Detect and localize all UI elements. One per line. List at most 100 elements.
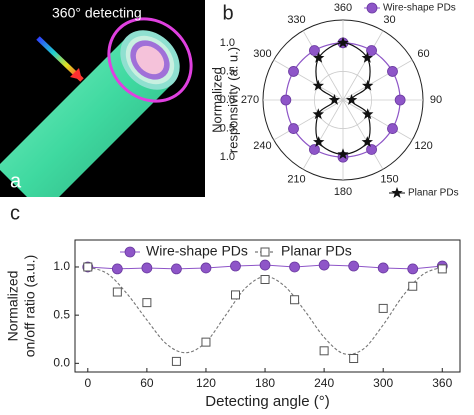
point <box>280 94 292 106</box>
point <box>200 262 212 274</box>
panel-b: 360 30 60 90 120 150 180 210 240 270 300 330 0.0 0.5 0… <box>209 2 458 199</box>
point <box>366 144 377 155</box>
point <box>348 260 360 272</box>
point <box>378 303 388 313</box>
grid-ring <box>314 71 372 129</box>
x-axis-label: Detecting angle (°) <box>205 393 329 410</box>
panel-label: c <box>10 202 20 224</box>
x-tick-label: 300 <box>373 376 393 390</box>
y-axis-label: Normalized <box>5 271 21 342</box>
legend-label: Wire-shape PDs <box>383 3 456 14</box>
point <box>260 247 270 257</box>
point <box>312 79 324 91</box>
angle-tick-label: 240 <box>253 140 271 152</box>
angle-tick-label: 210 <box>287 174 305 186</box>
r-tick-label: 0.5 <box>220 65 235 77</box>
point <box>394 94 406 106</box>
y-axis-label: on/off ratio (a.u.) <box>22 255 38 357</box>
point <box>259 259 271 271</box>
arrow-head <box>70 68 82 80</box>
point <box>387 123 398 134</box>
point <box>437 264 447 274</box>
x-tick-label: 180 <box>255 376 275 390</box>
point <box>387 66 398 77</box>
point <box>349 354 359 364</box>
r-tick-label: 1.0 <box>220 151 235 163</box>
grid-line <box>273 99 344 141</box>
x-tick-label: 120 <box>196 376 216 390</box>
angle-tick-label: 120 <box>414 140 432 152</box>
point <box>260 275 270 285</box>
fiber-body <box>0 37 173 197</box>
panel-a: 360° detecting a <box>0 0 205 197</box>
angle-tick-label: 150 <box>380 174 398 186</box>
angle-tick-label: 30 <box>383 14 395 26</box>
point <box>171 356 181 366</box>
point <box>337 148 349 160</box>
x-tick-label: 240 <box>314 376 334 390</box>
point <box>377 262 389 274</box>
point <box>289 261 300 273</box>
fiber-core <box>135 45 165 75</box>
grid-line <box>342 99 384 170</box>
point <box>361 51 373 63</box>
point <box>313 51 325 63</box>
r-tick-label: 0.5 <box>220 122 235 134</box>
panel-label: a <box>10 170 22 192</box>
rotation-ring <box>107 17 193 103</box>
point <box>124 246 136 258</box>
grid-line <box>342 30 384 101</box>
annotation: 360° detecting <box>52 5 142 21</box>
grid-line <box>273 59 344 101</box>
y-tick-label: 0.0 <box>53 356 70 370</box>
point <box>230 290 240 300</box>
x-tick-label: 0 <box>84 376 91 390</box>
point <box>142 298 152 308</box>
grid-line <box>302 99 344 170</box>
point <box>328 94 341 105</box>
point <box>408 281 418 291</box>
grid-line <box>342 59 413 101</box>
point <box>309 45 320 56</box>
point <box>319 346 329 356</box>
point <box>407 263 419 275</box>
angle-tick-label: 330 <box>287 14 305 26</box>
angle-tick-label: 180 <box>334 186 352 198</box>
point <box>366 2 378 14</box>
point <box>361 136 373 147</box>
point <box>201 337 211 347</box>
point <box>362 79 374 91</box>
angle-tick-label: 90 <box>430 94 442 106</box>
grid-line <box>342 99 413 141</box>
point <box>290 295 300 305</box>
legend-label: Planar PDs <box>408 188 459 199</box>
point <box>288 66 299 77</box>
angle-tick-label: 360 <box>334 2 352 14</box>
point <box>362 108 374 120</box>
point <box>313 136 325 147</box>
point <box>345 94 358 105</box>
point <box>391 187 403 198</box>
point <box>312 108 324 120</box>
point <box>337 36 349 48</box>
panel-c: 0 60 120 180 240 300 360 0.0 0.5 1.0 Detecting ang… <box>5 202 461 410</box>
point <box>111 263 123 275</box>
angle-tick-label: 60 <box>417 48 429 60</box>
grid-line <box>302 30 344 101</box>
plot-frame <box>74 239 461 373</box>
panel-label: b <box>222 2 233 24</box>
x-tick-label: 360 <box>432 376 452 390</box>
r-tick-label: 0.0 <box>220 94 235 106</box>
point <box>83 262 93 272</box>
legend-label: Wire-shape PDs <box>146 243 248 259</box>
y-axis-label: Normalized <box>209 67 224 133</box>
y-axis-label: responsivity (a. u.) <box>225 47 240 153</box>
point <box>141 262 153 274</box>
angle-tick-label: 270 <box>241 94 259 106</box>
legend-label: Planar PDs <box>281 243 352 259</box>
x-tick-label: 60 <box>140 376 154 390</box>
angle-tick-label: 300 <box>253 48 271 60</box>
r-tick-label: 1.0 <box>220 37 235 49</box>
point <box>309 144 320 155</box>
